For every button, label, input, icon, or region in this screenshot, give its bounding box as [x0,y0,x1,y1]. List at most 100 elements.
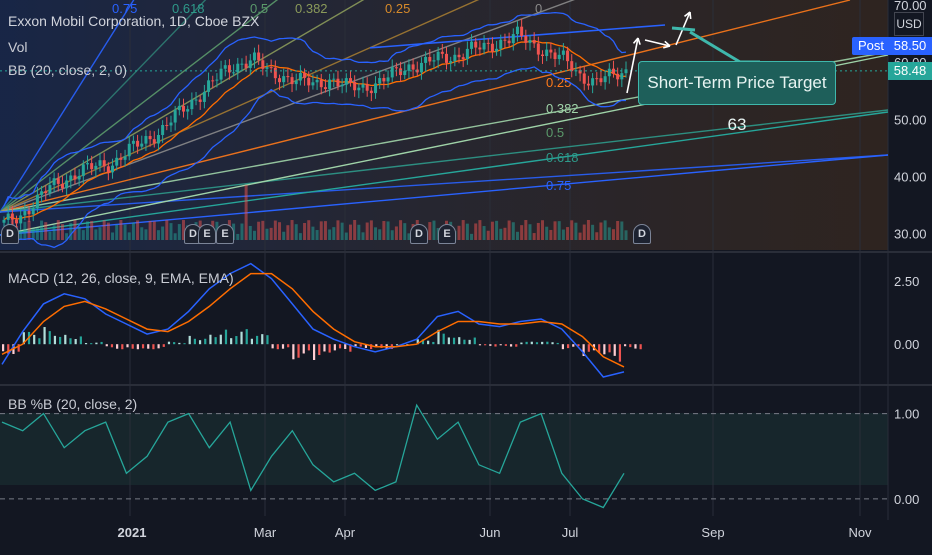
price-target-callout[interactable]: Short-Term Price Target 63 [638,61,836,134]
volume-bar [432,220,436,240]
volume-bar [182,220,186,240]
macd-histogram-bar [359,344,362,347]
time-tick-label: Jun [480,525,501,540]
candle-body [465,48,469,60]
volume-bar [357,224,361,240]
volume-bar [495,220,499,240]
pctb-label: BB %B (20, close, 2) [8,396,138,412]
candle-body [611,68,615,74]
macd-histogram-bar [478,344,482,346]
candle-body [607,68,611,77]
volume-bar [119,220,123,240]
candle-body [311,82,315,86]
volume-bar [482,226,486,240]
macd-histogram-bar [141,344,145,349]
volume-bar [541,220,545,240]
macd-histogram-bar [551,342,554,345]
candle-body [215,79,219,81]
macd-histogram-bar [276,344,279,350]
candle-body [19,215,23,224]
volume-bar [236,233,240,240]
fib-fan-label: 0.75 [112,1,137,16]
macd-histogram-bar [556,342,559,345]
candle-body [223,65,227,69]
earnings-marker[interactable]: E [198,224,216,244]
macd-histogram-bar [38,338,41,345]
dividend-marker[interactable]: D [633,224,651,244]
candle-body [553,52,557,60]
volume-bar [361,232,365,240]
candle-body [616,73,620,80]
earnings-marker[interactable]: E [438,224,456,244]
macd-histogram-bar [634,344,637,349]
volume-bar [586,220,590,240]
volume-bar [595,232,599,240]
macd-histogram-bar [188,335,191,345]
macd-label: MACD (12, 26, close, 9, EMA, EMA) [8,270,234,286]
volume-bar [81,230,85,240]
candle-body [340,84,344,87]
volume-bar [294,224,298,240]
candle-body [348,78,352,83]
candle-body [294,80,298,85]
volume-bar [98,227,102,240]
macd-histogram-bar [95,342,98,345]
volume-bar [328,229,332,240]
macd-histogram-bar [235,336,238,345]
volume-bar [94,229,98,240]
macd-tick-label: 2.50 [894,274,919,289]
candle-body [65,180,69,189]
volume-bar [591,224,595,240]
volume-bar [286,225,290,240]
volume-bar [499,228,503,240]
volume-bar [69,223,73,240]
macd-histogram-bar [354,344,357,347]
candle-body [102,160,106,167]
volume-bar [77,226,81,240]
currency-button[interactable]: USD [894,12,924,36]
macd-histogram-bar [271,344,274,349]
volume-bar [465,223,469,240]
macd-histogram-bar [126,344,129,348]
candle-body [407,64,411,71]
volume-bar [240,223,244,240]
macd-histogram-bar [287,344,290,348]
candle-body [27,210,31,215]
macd-histogram-bar [432,341,435,345]
candle-body [495,48,499,52]
candle-body [582,73,586,84]
dividend-marker[interactable]: D [410,224,428,244]
macd-histogram-bar [79,336,82,345]
macd-histogram-bar [204,338,207,345]
macd-line [1,262,625,378]
candle-body [603,76,607,83]
candle-body [144,136,148,144]
candle-body [15,219,19,224]
candle-body [44,191,48,194]
macd-histogram-bar [395,344,399,346]
candle-body [319,79,323,88]
volume-bar [386,221,390,240]
candle-body [374,83,378,94]
time-tick-label: Mar [254,525,277,540]
volume-bar [382,221,386,240]
candle-body [449,61,453,63]
candle-body [248,60,252,68]
dividend-marker[interactable]: E [216,224,234,244]
volume-bar [461,220,465,240]
volume-bar [65,233,69,240]
macd-histogram-bar [167,341,171,345]
projection-arrow [626,37,639,94]
candle-body [328,79,332,90]
candle-body [244,63,248,68]
macd-histogram-bar [157,344,160,349]
candle-body [532,40,536,44]
dividend-marker[interactable]: D [1,224,19,244]
macd-histogram-bar [603,344,606,355]
volume-bar [566,227,570,240]
volume-bar [574,222,578,240]
candle-body [40,191,44,195]
candle-body [336,78,340,87]
